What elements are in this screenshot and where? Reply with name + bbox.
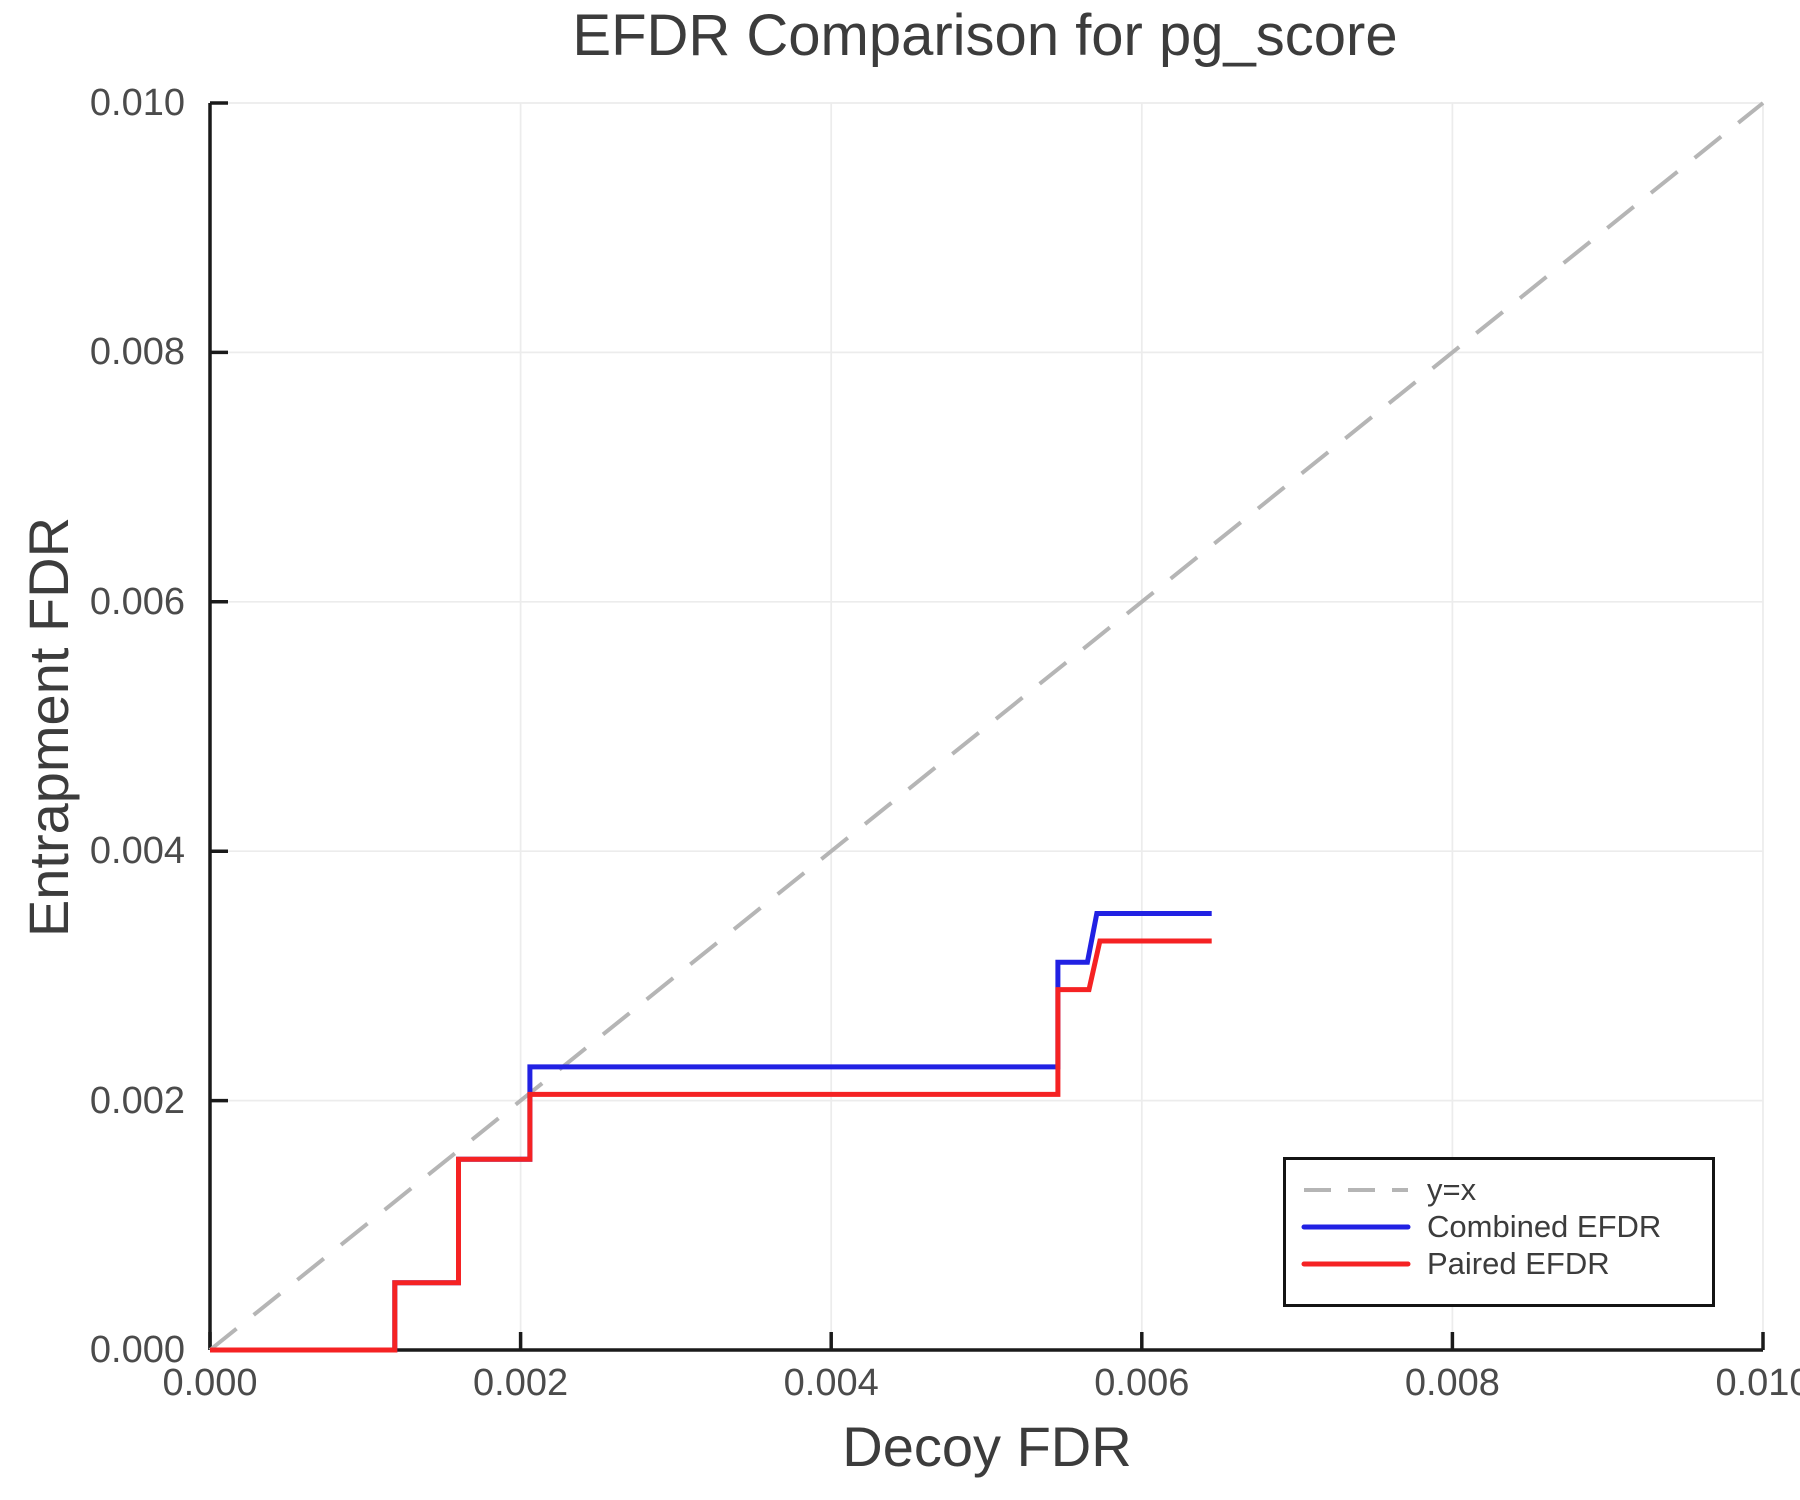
y-tick-label: 0.000 (89, 1329, 185, 1371)
legend-label: Combined EFDR (1427, 1208, 1662, 1244)
legend-label: Paired EFDR (1427, 1245, 1610, 1281)
x-tick-label: 0.000 (162, 1362, 258, 1404)
y-tick-label: 0.002 (89, 1079, 185, 1122)
x-tick-label: 0.008 (1404, 1362, 1500, 1404)
dashed-line-sample (1304, 1187, 1408, 1192)
red-line-sample (1301, 1261, 1411, 1266)
x-tick-label: 0.004 (783, 1362, 879, 1404)
chart-title: EFDR Comparison for pg_score (572, 3, 1398, 68)
y-tick-label: 0.010 (89, 82, 185, 124)
y-tick-label: 0.004 (89, 830, 185, 873)
legend: y=x Combined EFDR Paired EFDR (1283, 1157, 1715, 1307)
blue-line-sample (1301, 1224, 1411, 1229)
paired-efdr-line (210, 938, 1212, 1353)
legend-item-combined-efdr: Combined EFDR (1300, 1208, 1712, 1245)
x-axis-label: Decoy FDR (842, 1415, 1132, 1478)
x-tick-label: 0.006 (1094, 1362, 1190, 1404)
combined-efdr-line (210, 911, 1212, 1353)
legend-item-yx: y=x (1300, 1171, 1712, 1208)
legend-label: y=x (1427, 1171, 1477, 1207)
y-tick-label: 0.008 (89, 331, 185, 374)
legend-item-paired-efdr: Paired EFDR (1300, 1245, 1712, 1282)
x-tick-label: 0.002 (473, 1362, 569, 1404)
x-tick-label: 0.010 (1715, 1362, 1800, 1404)
y-tick-label: 0.006 (89, 580, 185, 623)
